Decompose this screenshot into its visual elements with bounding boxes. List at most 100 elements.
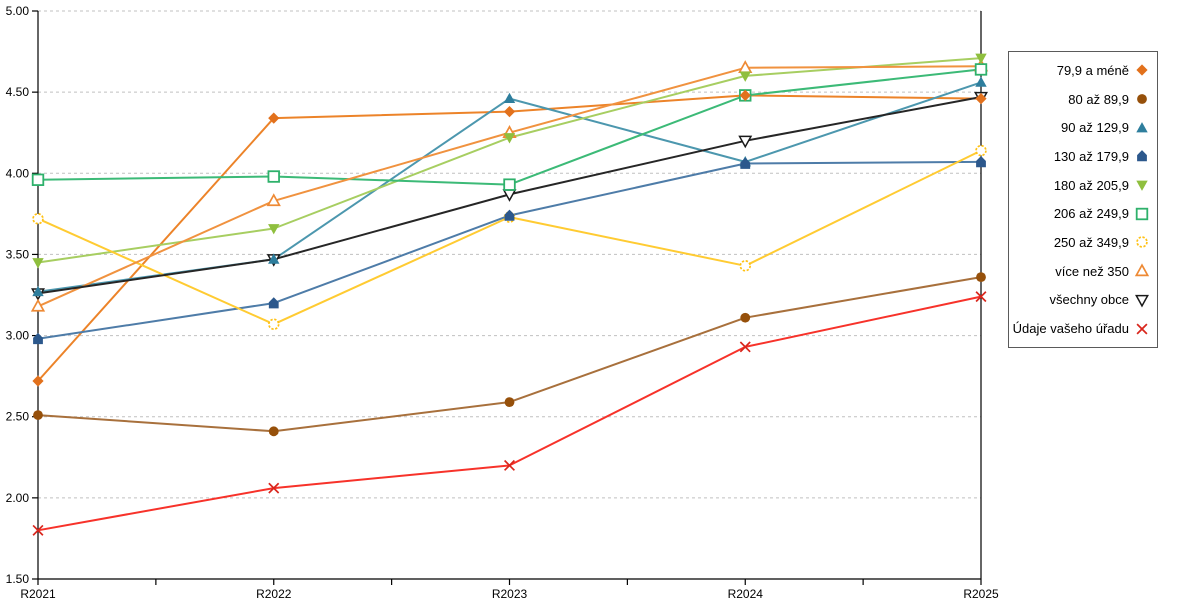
triangle-down-open-marker-icon [738, 135, 753, 149]
legend-label: 130 až 179,9 [1053, 148, 1129, 164]
triangle-up-marker-icon [32, 285, 44, 297]
y-axis-label: 4.50 [6, 85, 30, 99]
legend-item: více než 350 [1009, 258, 1157, 284]
legend-label: 80 až 89,9 [1068, 91, 1129, 107]
y-axis-label: 4.00 [6, 166, 30, 180]
triangle-up-open-marker-icon [1134, 263, 1150, 277]
series-line [37, 276, 982, 433]
legend: 79,9 a méně 80 až 89,9 90 až 129,9 130 až 1… [1008, 51, 1158, 348]
circle-open-marker-icon [1136, 236, 1148, 249]
diamond-marker-icon [503, 106, 516, 118]
triangle-down-marker-icon [32, 258, 44, 269]
x-marker-icon [268, 482, 280, 494]
legend-marker [1135, 207, 1149, 220]
circle-open-marker-icon [267, 318, 280, 330]
legend-marker [1136, 180, 1148, 191]
triangle-down-open-marker-icon [1135, 294, 1149, 308]
diamond-marker-icon [739, 89, 751, 101]
circle-marker-icon [33, 410, 43, 420]
x-marker-icon [975, 291, 987, 303]
y-axis-label: 1.50 [6, 572, 30, 586]
x-marker-icon [739, 341, 751, 353]
legend-item: 130 až 179,9 [1009, 143, 1157, 169]
triangle-up-open-marker-icon [30, 298, 46, 312]
series-line [37, 149, 982, 326]
legend-marker [1136, 64, 1148, 76]
circle-marker-icon [268, 426, 279, 437]
diamond-marker-icon [32, 375, 44, 387]
legend-marker [1136, 236, 1148, 249]
x-marker-icon [32, 524, 44, 536]
legend-marker [1136, 121, 1148, 133]
legend-item: 180 až 205,9 [1009, 172, 1157, 198]
legend-label: 180 až 205,9 [1053, 177, 1129, 193]
square-open-marker-icon [503, 178, 516, 191]
triangle-down-marker-icon [975, 53, 987, 64]
circle-marker-icon [976, 272, 986, 283]
circle-open-marker-icon [739, 260, 752, 272]
triangle-up-marker-icon [268, 253, 280, 264]
square-open-marker-icon [31, 173, 45, 186]
diamond-marker-icon [975, 93, 987, 105]
legend-item: 206 až 249,9 [1009, 201, 1157, 227]
square-open-marker-icon [267, 170, 280, 183]
y-axis-label: 5.00 [6, 4, 30, 18]
x-marker-icon [503, 459, 516, 471]
triangle-up-open-marker-icon [266, 193, 281, 207]
legend-label: 250 až 349,9 [1053, 234, 1129, 250]
legend-item: 90 až 129,9 [1009, 115, 1157, 141]
y-axis-label: 3.50 [6, 247, 30, 261]
pentagon-marker-icon [33, 332, 43, 345]
square-open-marker-icon [1135, 207, 1149, 220]
triangle-up-marker-icon [975, 76, 987, 87]
triangle-up-marker-icon [503, 92, 516, 104]
series-line [37, 57, 982, 264]
x-axis-label: R2023 [492, 587, 528, 600]
y-axis-label: 2.50 [6, 410, 30, 424]
circle-marker-icon [504, 397, 515, 408]
legend-label: více než 350 [1055, 263, 1129, 279]
legend-item: 250 až 349,9 [1009, 229, 1157, 255]
triangle-down-marker-icon [503, 133, 516, 144]
triangle-up-marker-icon [1136, 121, 1148, 133]
pentagon-marker-icon [1137, 150, 1147, 162]
legend-label: 90 až 129,9 [1061, 120, 1129, 136]
pentagon-marker-icon [740, 157, 751, 169]
diamond-marker-icon [1136, 64, 1148, 76]
legend-marker [1137, 94, 1147, 104]
pentagon-marker-icon [268, 297, 279, 309]
circle-open-marker-icon [975, 144, 987, 157]
y-axis-label: 2.00 [6, 491, 30, 505]
legend-marker [1135, 294, 1149, 308]
pentagon-marker-icon [976, 156, 986, 168]
diamond-marker-icon [268, 112, 280, 124]
x-marker-icon [1136, 323, 1148, 335]
legend-marker [1136, 323, 1148, 335]
triangle-down-marker-icon [268, 224, 280, 235]
x-axis-label: R2024 [728, 587, 764, 600]
legend-item: všechny obce [1009, 287, 1157, 313]
legend-item: Údaje vašeho úřadu [1009, 316, 1157, 342]
legend-marker [1137, 150, 1147, 162]
circle-marker-icon [740, 312, 751, 323]
square-open-marker-icon [974, 63, 988, 76]
y-axis-label: 3.00 [6, 329, 30, 343]
circle-open-marker-icon [32, 212, 44, 225]
legend-item: 80 až 89,9 [1009, 86, 1157, 112]
circle-marker-icon [1137, 94, 1147, 104]
triangle-down-marker-icon [739, 71, 751, 82]
series-line [37, 295, 982, 532]
x-axis-label: R2022 [256, 587, 292, 600]
legend-marker [1134, 263, 1150, 277]
legend-label: Údaje vašeho úřadu [1012, 321, 1129, 337]
pentagon-marker-icon [504, 209, 515, 221]
triangle-down-marker-icon [1136, 180, 1148, 191]
legend-label: 206 až 249,9 [1053, 206, 1129, 222]
legend-label: 79,9 a méně [1056, 62, 1129, 78]
x-axis-label: R2021 [20, 587, 56, 600]
x-axis-label: R2025 [963, 587, 999, 600]
legend-item: 79,9 a méně [1009, 57, 1157, 83]
legend-label: všechny obce [1049, 292, 1130, 308]
